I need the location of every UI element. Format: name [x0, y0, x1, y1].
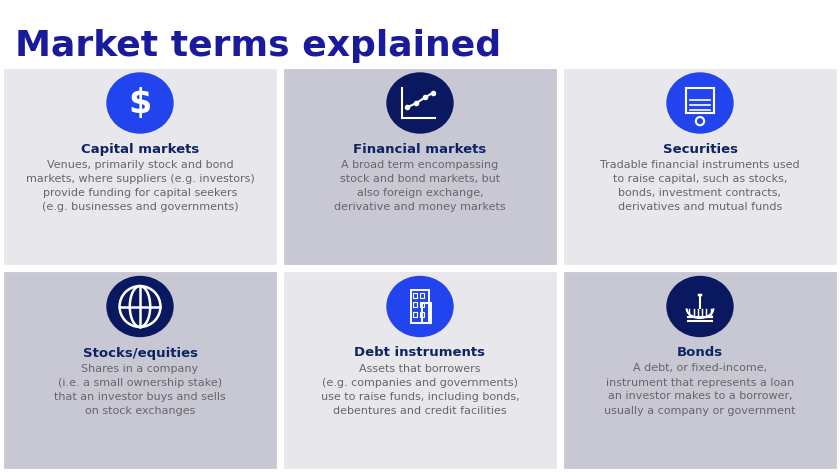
FancyBboxPatch shape	[2, 67, 279, 267]
Text: Tradable financial instruments used
to raise capital, such as stocks,
bonds, inv: Tradable financial instruments used to r…	[601, 160, 800, 212]
Ellipse shape	[107, 73, 173, 133]
Text: Bonds: Bonds	[677, 346, 723, 360]
Text: A broad term encompassing
stock and bond markets, but
also foreign exchange,
der: A broad term encompassing stock and bond…	[334, 160, 506, 212]
Text: Shares in a company
(i.e. a small ownership stake)
that an investor buys and sel: Shares in a company (i.e. a small owners…	[54, 363, 226, 415]
Text: $: $	[129, 86, 152, 119]
Text: Market terms explained: Market terms explained	[15, 29, 501, 63]
Ellipse shape	[667, 277, 733, 337]
Text: Assets that borrowers
(e.g. companies and governments)
use to raise funds, inclu: Assets that borrowers (e.g. companies an…	[321, 363, 519, 415]
Text: Financial markets: Financial markets	[354, 143, 486, 156]
FancyBboxPatch shape	[281, 67, 559, 267]
FancyBboxPatch shape	[561, 67, 838, 267]
Text: A debt, or fixed-income,
instrument that represents a loan
an investor makes to : A debt, or fixed-income, instrument that…	[604, 363, 795, 415]
Ellipse shape	[667, 73, 733, 133]
Text: Stocks/equities: Stocks/equities	[82, 346, 197, 360]
FancyBboxPatch shape	[2, 270, 279, 471]
FancyBboxPatch shape	[561, 270, 838, 471]
Ellipse shape	[387, 73, 453, 133]
FancyBboxPatch shape	[281, 270, 559, 471]
Text: Venues, primarily stock and bond
markets, where suppliers (e.g. investors)
provi: Venues, primarily stock and bond markets…	[26, 160, 255, 212]
Text: Capital markets: Capital markets	[81, 143, 199, 156]
Text: Debt instruments: Debt instruments	[354, 346, 486, 360]
Ellipse shape	[387, 277, 453, 337]
Text: Securities: Securities	[663, 143, 738, 156]
Ellipse shape	[107, 277, 173, 337]
